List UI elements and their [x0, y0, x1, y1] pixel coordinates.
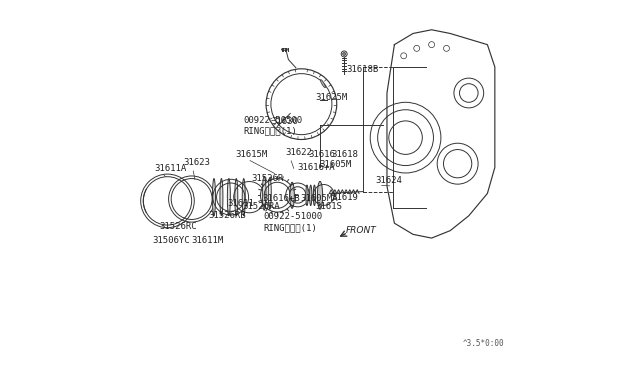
Text: 31611: 31611 — [227, 199, 254, 208]
Text: 31526RA: 31526RA — [242, 202, 280, 211]
Text: 31625M: 31625M — [316, 93, 348, 102]
Text: 31616+A: 31616+A — [297, 163, 335, 172]
Ellipse shape — [268, 178, 271, 209]
Text: 31619: 31619 — [331, 193, 358, 202]
Ellipse shape — [306, 185, 308, 205]
Ellipse shape — [235, 179, 238, 216]
Ellipse shape — [243, 179, 245, 216]
Text: 31618B: 31618B — [347, 65, 379, 74]
Ellipse shape — [212, 179, 216, 216]
Ellipse shape — [314, 185, 316, 205]
Text: 31605M: 31605M — [319, 160, 351, 169]
Text: 00922-51000
RINGリング(1): 00922-51000 RINGリング(1) — [264, 212, 323, 232]
Ellipse shape — [321, 80, 326, 88]
Ellipse shape — [220, 179, 223, 216]
Text: 31616+B: 31616+B — [262, 194, 300, 203]
Text: 31622: 31622 — [286, 148, 313, 157]
Text: FRONT: FRONT — [346, 226, 376, 235]
Text: 31611M: 31611M — [191, 236, 224, 245]
Ellipse shape — [290, 182, 294, 208]
Ellipse shape — [317, 182, 323, 209]
Text: 31611A: 31611A — [154, 164, 187, 173]
Ellipse shape — [310, 185, 312, 205]
Text: 31624: 31624 — [375, 176, 402, 185]
Text: 31506YC: 31506YC — [152, 236, 190, 245]
Ellipse shape — [227, 179, 230, 216]
Text: 00922-50500
RINGリング(1): 00922-50500 RINGリング(1) — [244, 116, 303, 136]
Text: 31623: 31623 — [183, 158, 210, 167]
Circle shape — [342, 52, 346, 55]
Ellipse shape — [262, 177, 266, 210]
Text: ^3.5*0:00: ^3.5*0:00 — [463, 339, 505, 348]
Text: 31616: 31616 — [308, 150, 335, 159]
Text: 3161S: 3161S — [316, 202, 342, 211]
Ellipse shape — [282, 48, 288, 51]
Text: 31615M: 31615M — [235, 150, 268, 159]
Text: 31526RC: 31526RC — [159, 222, 197, 231]
Circle shape — [332, 193, 335, 196]
Text: 31605MA: 31605MA — [301, 194, 339, 203]
Text: 31526RB: 31526RB — [209, 211, 246, 220]
Text: 31630: 31630 — [271, 117, 298, 126]
Text: 31526R: 31526R — [251, 174, 284, 183]
Text: 31618: 31618 — [331, 150, 358, 159]
